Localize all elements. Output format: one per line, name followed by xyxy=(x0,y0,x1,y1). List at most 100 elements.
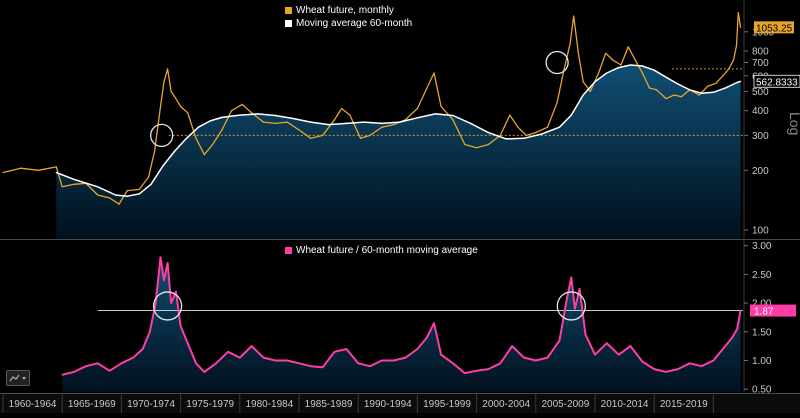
ratio-point xyxy=(500,363,501,364)
wheat-future-point xyxy=(452,119,453,120)
moving-average-point xyxy=(642,65,643,66)
wheat-future-point xyxy=(334,119,335,120)
ratio-point xyxy=(740,310,741,311)
moving-average-point xyxy=(435,113,436,114)
wheat-future-point xyxy=(298,129,299,130)
ratio-point xyxy=(160,257,161,258)
top-y-tick-label: 100 xyxy=(752,225,769,236)
x-axis-period-label: 2015-2019 xyxy=(660,399,708,410)
wheat-future-point xyxy=(109,197,110,198)
moving-average-point xyxy=(162,166,163,167)
ratio-point xyxy=(732,337,733,338)
moving-average-point xyxy=(275,115,276,116)
wheat-future-point xyxy=(204,154,205,155)
ratio-point xyxy=(535,360,536,361)
bottom-y-tick-label: 3.00 xyxy=(752,241,772,252)
legend-label-ratio: Wheat future / 60-month moving average xyxy=(296,245,478,256)
ratio-point xyxy=(239,357,240,358)
moving-average-point xyxy=(594,81,595,82)
ratio-point xyxy=(133,357,134,358)
moving-average-point xyxy=(689,89,690,90)
wheat-future-point xyxy=(573,16,574,17)
moving-average-point xyxy=(506,138,507,139)
x-axis-period-label: 2010-2014 xyxy=(601,399,649,410)
moving-average-point xyxy=(328,124,329,125)
ratio-point xyxy=(322,367,323,368)
ratio-point xyxy=(677,368,678,369)
moving-average-point xyxy=(127,196,128,197)
moving-average-point xyxy=(239,115,240,116)
top-value-tag-1: 1053.25 xyxy=(754,21,794,34)
moving-average-point xyxy=(399,122,400,123)
wheat-future-point xyxy=(564,68,565,69)
ratio-point xyxy=(251,345,252,346)
moving-average-point xyxy=(470,123,471,124)
ratio-point xyxy=(725,345,726,346)
wheat-future-point xyxy=(310,138,311,139)
ratio-point xyxy=(298,363,299,364)
wheat-future-point xyxy=(322,135,323,136)
wheat-future-point xyxy=(578,53,579,54)
wheat-future-point xyxy=(2,172,3,173)
ratio-point xyxy=(369,366,370,367)
wheat-future-point xyxy=(275,123,276,124)
wheat-future-point xyxy=(736,45,737,46)
moving-average-point xyxy=(541,133,542,134)
wheat-future-point xyxy=(535,132,536,133)
ratio-point xyxy=(227,351,228,352)
wheat-future-point xyxy=(167,68,168,69)
ratio-point xyxy=(142,348,143,349)
wheat-future-point xyxy=(656,89,657,90)
ratio-point xyxy=(175,291,176,292)
ratio-point xyxy=(579,288,580,289)
wheat-future-point xyxy=(707,86,708,87)
legend-label-wheat: Wheat future, monthly xyxy=(296,5,394,16)
ratio-point xyxy=(642,361,643,362)
wheat-future-point xyxy=(20,168,21,169)
ratio-point xyxy=(654,368,655,369)
ratio-point xyxy=(263,357,264,358)
ratio-point xyxy=(713,360,714,361)
moving-average-point xyxy=(346,123,347,124)
chart-options-icon[interactable] xyxy=(6,370,30,386)
ratio-point xyxy=(215,363,216,364)
wheat-future-point xyxy=(612,60,613,61)
ratio-point xyxy=(155,302,156,303)
ratio-point xyxy=(440,354,441,355)
ratio-point xyxy=(523,357,524,358)
ratio-point xyxy=(689,363,690,364)
moving-average-point xyxy=(221,117,222,118)
wheat-future-point xyxy=(212,144,213,145)
wheat-future-point xyxy=(665,98,666,99)
wheat-future-point xyxy=(699,94,700,95)
x-axis-period-label: 1980-1984 xyxy=(245,399,293,410)
ratio-point xyxy=(287,360,288,361)
moving-average-point xyxy=(630,64,631,65)
bottom-value-tag-1: 1.87 xyxy=(750,305,796,318)
wheat-future-point xyxy=(642,72,643,73)
wheat-future-point xyxy=(73,184,74,185)
top-y-tick-label: 800 xyxy=(752,47,769,58)
legend-swatch-ratio xyxy=(285,247,292,254)
wheat-future-point xyxy=(426,88,427,89)
wheat-future-point xyxy=(583,81,584,82)
ratio-point xyxy=(736,328,737,329)
wheat-future-point xyxy=(733,60,734,61)
wheat-future-point xyxy=(417,108,418,109)
wheat-future-point xyxy=(590,91,591,92)
ratio-point xyxy=(585,334,586,335)
bottom-y-tick-label: 1.00 xyxy=(752,356,772,367)
legend-top-item-2: Moving average 60-month xyxy=(285,18,412,29)
wheat-future-point xyxy=(38,170,39,171)
wheat-future-point xyxy=(722,75,723,76)
top-value-tag-2: 562.8333 xyxy=(754,75,800,88)
log-scale-label: Log xyxy=(787,112,800,135)
top-value-tag-text: 562.8333 xyxy=(756,77,798,88)
top-y-tick-label: 300 xyxy=(752,131,769,142)
wheat-future-point xyxy=(605,53,606,54)
chart-options-glyph xyxy=(7,371,29,385)
wheat-future-point xyxy=(195,138,196,139)
ratio-point xyxy=(566,300,567,301)
ratio-point xyxy=(393,360,394,361)
